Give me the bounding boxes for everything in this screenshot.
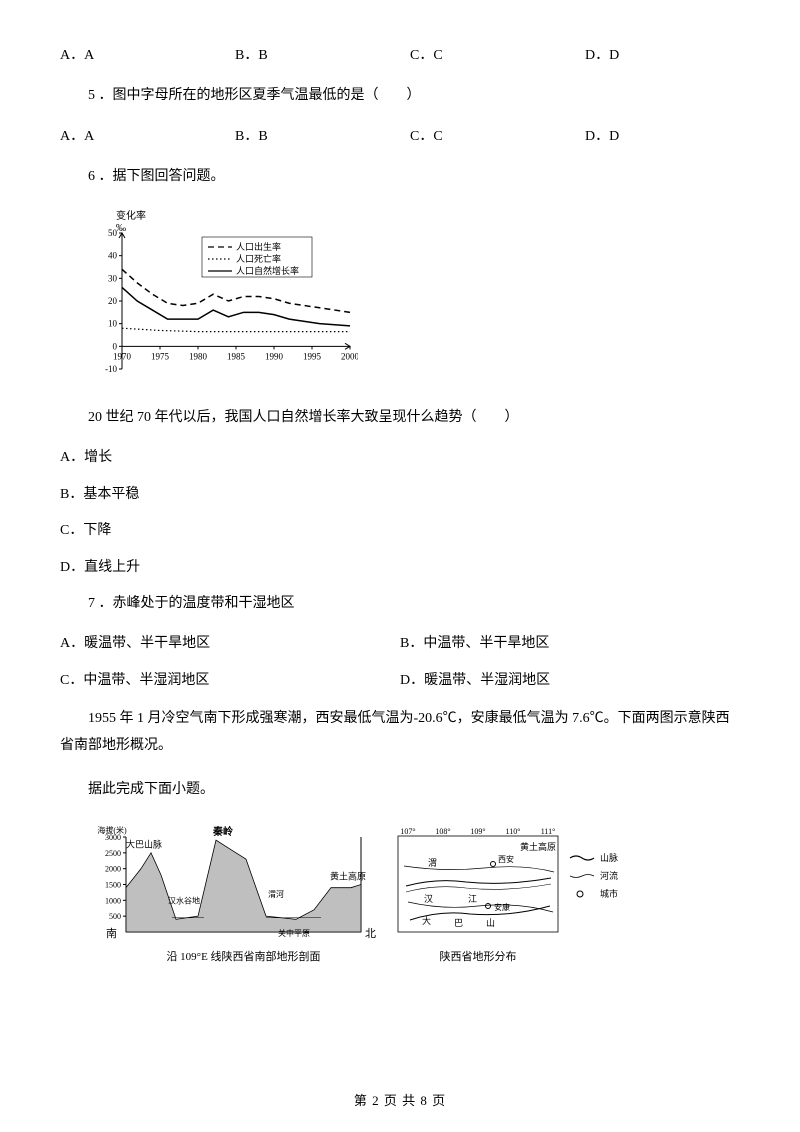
svg-text:50: 50 xyxy=(108,228,118,238)
svg-text:（年）: （年） xyxy=(352,350,358,361)
svg-text:107°: 107° xyxy=(400,827,415,836)
svg-text:1990: 1990 xyxy=(265,351,284,361)
svg-text:1980: 1980 xyxy=(189,351,208,361)
svg-text:北: 北 xyxy=(365,927,376,940)
q7-opt-c: C．中温带、半湿润地区 xyxy=(60,670,400,692)
svg-text:人口自然增长率: 人口自然增长率 xyxy=(236,265,299,276)
svg-text:111°: 111° xyxy=(541,827,556,836)
svg-text:汉水谷地: 汉水谷地 xyxy=(168,895,200,905)
svg-text:山脉: 山脉 xyxy=(600,852,618,863)
passage-p1: 1955 年 1 月冷空气南下形成强寒潮，西安最低气温为-20.6℃，安康最低气… xyxy=(60,706,740,759)
terrain-figures: 50010001500200025003000海拔(米)大巴山脉汉水谷地秦岭渭河… xyxy=(88,822,740,980)
svg-text:沿 109°E 线陕西省南部地形剖面: 沿 109°E 线陕西省南部地形剖面 xyxy=(166,949,320,963)
q4-opt-c: C．C xyxy=(410,45,585,67)
q7-options-row2: C．中温带、半湿润地区 D．暖温带、半湿润地区 xyxy=(60,670,740,692)
q6-options: A．增长 B．基本平稳 C．下降 D．直线上升 xyxy=(60,447,740,579)
svg-text:-10: -10 xyxy=(105,364,117,374)
svg-text:西安: 西安 xyxy=(498,854,514,864)
q6-opt-a: A．增长 xyxy=(60,447,740,469)
q5-opt-c: C．C xyxy=(410,126,585,148)
q5-opt-b: B．B xyxy=(235,126,410,148)
svg-text:大: 大 xyxy=(422,915,431,926)
svg-text:110°: 110° xyxy=(506,827,521,836)
q7-opt-b: B．中温带、半干旱地区 xyxy=(400,633,740,655)
svg-text:1995: 1995 xyxy=(303,351,322,361)
q6-text: 6 ．据下图回答问题。 xyxy=(88,166,740,188)
svg-text:江: 江 xyxy=(468,894,477,904)
svg-text:2500: 2500 xyxy=(105,849,121,858)
svg-text:河流: 河流 xyxy=(600,870,618,881)
svg-text:20: 20 xyxy=(108,296,118,306)
svg-text:人口死亡率: 人口死亡率 xyxy=(236,253,281,264)
svg-text:陕西省地形分布: 陕西省地形分布 xyxy=(440,949,517,963)
svg-text:40: 40 xyxy=(108,250,118,260)
q7-text: 7 ．赤峰处于的温度带和干湿地区 xyxy=(88,593,740,615)
svg-text:关中平原: 关中平原 xyxy=(278,928,310,938)
svg-text:城市: 城市 xyxy=(600,888,618,899)
svg-text:1985: 1985 xyxy=(227,351,246,361)
svg-text:‰: ‰ xyxy=(116,223,126,234)
svg-text:109°: 109° xyxy=(470,827,485,836)
q7-options-row1: A．暖温带、半干旱地区 B．中温带、半干旱地区 xyxy=(60,633,740,655)
svg-text:渭: 渭 xyxy=(428,858,437,868)
q6-opt-d: D．直线上升 xyxy=(60,557,740,579)
svg-text:2000: 2000 xyxy=(105,865,121,874)
svg-text:10: 10 xyxy=(108,318,118,328)
svg-text:黄土高原: 黄土高原 xyxy=(330,870,366,881)
svg-text:渭河: 渭河 xyxy=(268,889,284,899)
svg-text:变化率: 变化率 xyxy=(116,209,146,222)
q5-text: 5 ．图中字母所在的地形区夏季气温最低的是（ ） xyxy=(88,85,740,107)
svg-text:南: 南 xyxy=(106,927,117,940)
q5-options: A．A B．B C．C D．D xyxy=(60,126,740,148)
q5-opt-a: A．A xyxy=(60,126,235,148)
svg-text:1000: 1000 xyxy=(105,896,121,905)
svg-text:巴: 巴 xyxy=(454,918,463,928)
svg-text:1500: 1500 xyxy=(105,880,121,889)
page-footer: 第 2 页 共 8 页 xyxy=(0,1091,800,1112)
svg-text:汉: 汉 xyxy=(424,894,433,904)
q4-opt-b: B．B xyxy=(235,45,410,67)
svg-text:大巴山脉: 大巴山脉 xyxy=(126,839,162,850)
q4-opt-d: D．D xyxy=(585,45,619,67)
svg-text:30: 30 xyxy=(108,273,118,283)
svg-text:108°: 108° xyxy=(435,827,450,836)
svg-text:山: 山 xyxy=(486,918,495,928)
q6-opt-c: C．下降 xyxy=(60,520,740,542)
svg-text:1970: 1970 xyxy=(113,351,132,361)
svg-text:秦岭: 秦岭 xyxy=(212,825,233,838)
q7-opt-a: A．暖温带、半干旱地区 xyxy=(60,633,400,655)
q4-options: A．A B．B C．C D．D xyxy=(60,45,740,67)
svg-text:1975: 1975 xyxy=(151,351,170,361)
svg-text:海拔(米): 海拔(米) xyxy=(97,825,127,835)
svg-text:500: 500 xyxy=(109,912,121,921)
q6-opt-b: B．基本平稳 xyxy=(60,484,740,506)
q7-opt-d: D．暖温带、半湿润地区 xyxy=(400,670,740,692)
q6-after: 20 世纪 70 年代以后，我国人口自然增长率大致呈现什么趋势（ ） xyxy=(88,407,740,429)
svg-text:0: 0 xyxy=(113,341,118,351)
svg-text:黄土高原: 黄土高原 xyxy=(520,841,556,852)
population-rate-chart: 变化率‰ -10 0 10 20 30 40 50 1970 1975 1980 1985 1990 19… xyxy=(88,207,740,395)
svg-text:安康: 安康 xyxy=(494,902,510,912)
q5-opt-d: D．D xyxy=(585,126,619,148)
svg-text:人口出生率: 人口出生率 xyxy=(236,241,281,252)
passage-p2: 据此完成下面小题。 xyxy=(60,777,740,804)
q4-opt-a: A．A xyxy=(60,45,235,67)
